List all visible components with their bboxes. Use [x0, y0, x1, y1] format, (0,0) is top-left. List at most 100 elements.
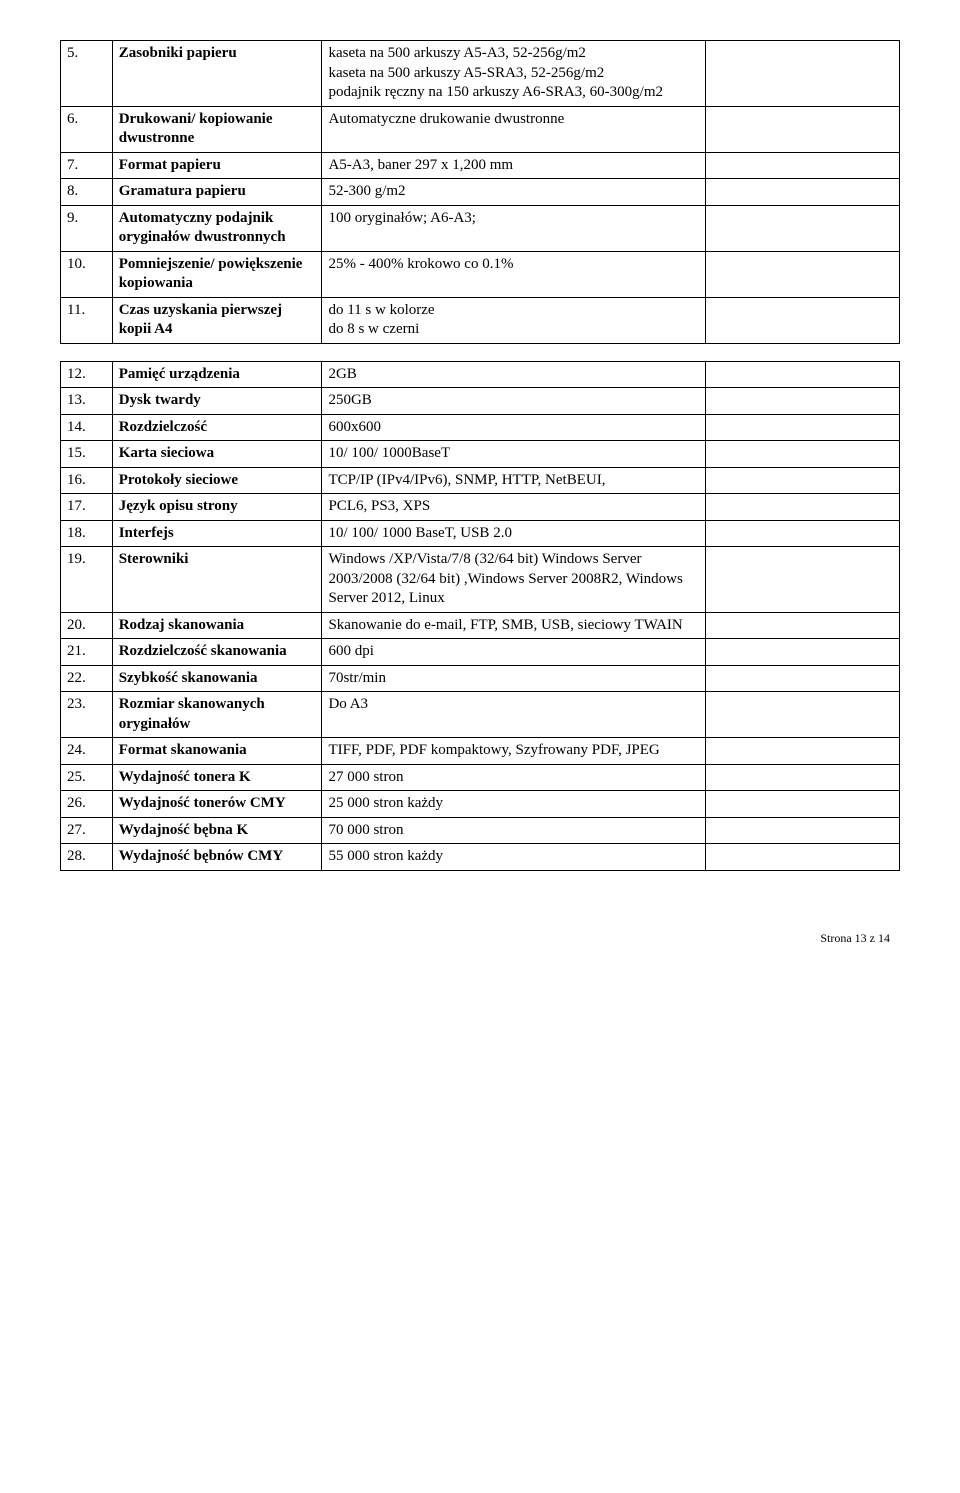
row-label: Format skanowania — [112, 738, 322, 765]
row-number: 25. — [61, 764, 113, 791]
row-value: 2GB — [322, 361, 706, 388]
row-value: 100 oryginałów; A6-A3; — [322, 205, 706, 251]
row-label: Rozmiar skanowanych oryginałów — [112, 692, 322, 738]
spec-table-lower: 12.Pamięć urządzenia2GB13.Dysk twardy250… — [60, 361, 900, 871]
row-label: Wydajność tonerów CMY — [112, 791, 322, 818]
table-row: 23.Rozmiar skanowanych oryginałówDo A3 — [61, 692, 900, 738]
row-number: 13. — [61, 388, 113, 415]
row-value: 600 dpi — [322, 639, 706, 666]
row-empty — [706, 297, 900, 343]
table-row: 13.Dysk twardy250GB — [61, 388, 900, 415]
row-label: Gramatura papieru — [112, 179, 322, 206]
row-value: 25 000 stron każdy — [322, 791, 706, 818]
row-number: 7. — [61, 152, 113, 179]
table-row: 9.Automatyczny podajnik oryginałów dwust… — [61, 205, 900, 251]
row-empty — [706, 106, 900, 152]
row-number: 18. — [61, 520, 113, 547]
row-empty — [706, 441, 900, 468]
table-row: 27.Wydajność bębna K70 000 stron — [61, 817, 900, 844]
row-value: Skanowanie do e-mail, FTP, SMB, USB, sie… — [322, 612, 706, 639]
table-row: 28.Wydajność bębnów CMY55 000 stron każd… — [61, 844, 900, 871]
row-value: 25% - 400% krokowo co 0.1% — [322, 251, 706, 297]
table-row: 17.Język opisu stronyPCL6, PS3, XPS — [61, 494, 900, 521]
row-value: kaseta na 500 arkuszy A5-A3, 52-256g/m2k… — [322, 41, 706, 107]
row-empty — [706, 361, 900, 388]
row-label: Rodzaj skanowania — [112, 612, 322, 639]
table-row: 12.Pamięć urządzenia2GB — [61, 361, 900, 388]
row-number: 20. — [61, 612, 113, 639]
row-label: Format papieru — [112, 152, 322, 179]
row-label: Wydajność bębna K — [112, 817, 322, 844]
row-empty — [706, 764, 900, 791]
table-row: 22.Szybkość skanowania70str/min — [61, 665, 900, 692]
row-label: Pamięć urządzenia — [112, 361, 322, 388]
table-row: 24.Format skanowaniaTIFF, PDF, PDF kompa… — [61, 738, 900, 765]
row-number: 15. — [61, 441, 113, 468]
row-number: 12. — [61, 361, 113, 388]
table-row: 8.Gramatura papieru52-300 g/m2 — [61, 179, 900, 206]
row-value: Windows /XP/Vista/7/8 (32/64 bit) Window… — [322, 547, 706, 613]
row-value: 250GB — [322, 388, 706, 415]
row-value: 70 000 stron — [322, 817, 706, 844]
row-empty — [706, 414, 900, 441]
row-label: Rozdzielczość skanowania — [112, 639, 322, 666]
row-empty — [706, 612, 900, 639]
row-number: 8. — [61, 179, 113, 206]
row-value: 10/ 100/ 1000BaseT — [322, 441, 706, 468]
table-row: 26.Wydajność tonerów CMY25 000 stron każ… — [61, 791, 900, 818]
row-label: Wydajność bębnów CMY — [112, 844, 322, 871]
row-empty — [706, 251, 900, 297]
row-empty — [706, 692, 900, 738]
row-label: Zasobniki papieru — [112, 41, 322, 107]
row-label: Automatyczny podajnik oryginałów dwustro… — [112, 205, 322, 251]
row-number: 14. — [61, 414, 113, 441]
row-label: Drukowani/ kopiowanie dwustronne — [112, 106, 322, 152]
table-row: 21.Rozdzielczość skanowania600 dpi — [61, 639, 900, 666]
row-value: 600x600 — [322, 414, 706, 441]
table-row: 18.Interfejs10/ 100/ 1000 BaseT, USB 2.0 — [61, 520, 900, 547]
row-label: Język opisu strony — [112, 494, 322, 521]
page-footer: Strona 13 z 14 — [60, 931, 900, 946]
row-number: 17. — [61, 494, 113, 521]
row-value: TIFF, PDF, PDF kompaktowy, Szyfrowany PD… — [322, 738, 706, 765]
table-row: 7.Format papieruA5-A3, baner 297 x 1,200… — [61, 152, 900, 179]
row-number: 16. — [61, 467, 113, 494]
table-row: 16.Protokoły siecioweTCP/IP (IPv4/IPv6),… — [61, 467, 900, 494]
row-label: Dysk twardy — [112, 388, 322, 415]
row-label: Wydajność tonera K — [112, 764, 322, 791]
row-empty — [706, 494, 900, 521]
row-empty — [706, 520, 900, 547]
row-value: PCL6, PS3, XPS — [322, 494, 706, 521]
row-empty — [706, 665, 900, 692]
row-empty — [706, 844, 900, 871]
row-label: Pomniejszenie/ powiększenie kopiowania — [112, 251, 322, 297]
table-row: 6.Drukowani/ kopiowanie dwustronneAutoma… — [61, 106, 900, 152]
table-row: 14.Rozdzielczość600x600 — [61, 414, 900, 441]
row-empty — [706, 205, 900, 251]
row-number: 11. — [61, 297, 113, 343]
row-value: A5-A3, baner 297 x 1,200 mm — [322, 152, 706, 179]
row-empty — [706, 738, 900, 765]
row-empty — [706, 817, 900, 844]
row-label: Czas uzyskania pierwszej kopii A4 — [112, 297, 322, 343]
row-label: Szybkość skanowania — [112, 665, 322, 692]
row-label: Karta sieciowa — [112, 441, 322, 468]
row-value: do 11 s w kolorzedo 8 s w czerni — [322, 297, 706, 343]
row-value: 52-300 g/m2 — [322, 179, 706, 206]
row-value: TCP/IP (IPv4/IPv6), SNMP, HTTP, NetBEUI, — [322, 467, 706, 494]
table-row: 19.SterownikiWindows /XP/Vista/7/8 (32/6… — [61, 547, 900, 613]
table-row: 10.Pomniejszenie/ powiększenie kopiowani… — [61, 251, 900, 297]
row-number: 28. — [61, 844, 113, 871]
table-row: 15.Karta sieciowa10/ 100/ 1000BaseT — [61, 441, 900, 468]
table-row: 20.Rodzaj skanowaniaSkanowanie do e-mail… — [61, 612, 900, 639]
row-value: 70str/min — [322, 665, 706, 692]
row-empty — [706, 41, 900, 107]
row-number: 21. — [61, 639, 113, 666]
spec-table-upper: 5.Zasobniki papierukaseta na 500 arkuszy… — [60, 40, 900, 344]
row-number: 6. — [61, 106, 113, 152]
row-empty — [706, 467, 900, 494]
row-number: 22. — [61, 665, 113, 692]
row-number: 24. — [61, 738, 113, 765]
table-row: 25.Wydajność tonera K27 000 stron — [61, 764, 900, 791]
row-number: 19. — [61, 547, 113, 613]
